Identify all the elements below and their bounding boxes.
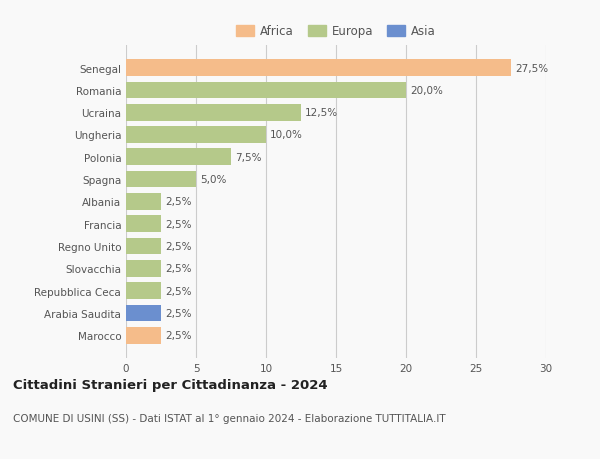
Text: 2,5%: 2,5% (165, 219, 192, 229)
Text: 2,5%: 2,5% (165, 330, 192, 341)
Text: 5,0%: 5,0% (200, 175, 227, 185)
Legend: Africa, Europa, Asia: Africa, Europa, Asia (232, 21, 440, 43)
Bar (126, 216, 161, 233)
Text: Cittadini Stranieri per Cittadinanza - 2024: Cittadini Stranieri per Cittadinanza - 2… (13, 379, 327, 392)
Text: 2,5%: 2,5% (165, 264, 192, 274)
Text: 2,5%: 2,5% (165, 241, 192, 252)
Bar (126, 60, 511, 77)
Bar (126, 327, 161, 344)
Bar (126, 283, 161, 299)
Bar (126, 82, 406, 99)
Text: 2,5%: 2,5% (165, 197, 192, 207)
Bar (126, 149, 231, 166)
Text: 2,5%: 2,5% (165, 308, 192, 318)
Bar (126, 238, 161, 255)
Bar (126, 260, 161, 277)
Text: 2,5%: 2,5% (165, 286, 192, 296)
Text: COMUNE DI USINI (SS) - Dati ISTAT al 1° gennaio 2024 - Elaborazione TUTTITALIA.I: COMUNE DI USINI (SS) - Dati ISTAT al 1° … (13, 413, 445, 423)
Bar (126, 194, 161, 210)
Text: 7,5%: 7,5% (235, 152, 262, 162)
Text: 27,5%: 27,5% (515, 63, 548, 73)
Bar (126, 127, 266, 144)
Text: 20,0%: 20,0% (410, 86, 443, 95)
Text: 12,5%: 12,5% (305, 108, 338, 118)
Bar (126, 171, 196, 188)
Bar (126, 105, 301, 121)
Text: 10,0%: 10,0% (270, 130, 303, 140)
Bar (126, 305, 161, 322)
